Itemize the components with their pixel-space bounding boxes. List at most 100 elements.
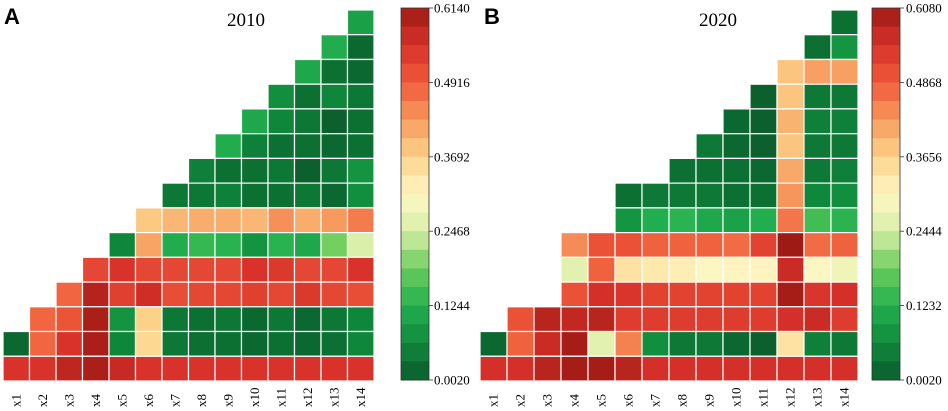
heatmap-cell [161, 306, 190, 333]
heatmap-cell [346, 9, 375, 36]
heatmap-cell [346, 34, 375, 61]
chart-title: 2020 [699, 10, 737, 31]
colorbar-tick-label: 0.2444 [906, 224, 942, 239]
heatmap-cell [587, 355, 616, 382]
heatmap-cell [749, 281, 778, 308]
colorbar-segment [401, 342, 429, 362]
heatmap-cell [560, 306, 589, 333]
colorbar-segment [872, 101, 900, 120]
colorbar-segment [401, 63, 429, 83]
panel-letter: B [484, 4, 500, 29]
colorbar-tick-label: 0.3692 [434, 149, 470, 164]
colorbar-segment [401, 156, 429, 176]
heatmap-cell [267, 355, 296, 382]
heatmap-cell [293, 133, 322, 159]
x-tick-label: x9 [220, 394, 235, 407]
colorbar-tick-label: 0.6140 [434, 1, 470, 16]
colorbar-tick-label: 0.0020 [434, 373, 470, 388]
colorbar-tick-label: 0.0020 [906, 373, 942, 388]
heatmap-cell [668, 281, 697, 308]
heatmap-cell [55, 355, 84, 382]
heatmap-cell [668, 330, 697, 357]
heatmap-cell [187, 157, 216, 184]
heatmap-cell [320, 108, 349, 135]
heatmap-cell [81, 306, 110, 333]
heatmap-cell [2, 355, 31, 382]
heatmap-cell [320, 58, 349, 85]
heatmap-cell [134, 330, 163, 357]
heatmap-cell [749, 330, 778, 357]
x-tick-label: x10 [247, 388, 262, 408]
heatmap-cell [346, 133, 375, 159]
colorbar-tick-label: 0.2468 [434, 224, 470, 239]
colorbar-segment [872, 249, 900, 269]
heatmap-cell [641, 306, 670, 333]
heatmap-cell [695, 182, 724, 209]
colorbar-tick-label: 0.6080 [906, 1, 942, 16]
heatmap-cell [320, 207, 349, 234]
heatmap-cell [722, 330, 751, 357]
heatmap-cell [695, 355, 724, 382]
heatmap-cell [134, 207, 163, 234]
heatmap-cell [161, 355, 190, 382]
x-tick-label: x12 [783, 388, 798, 408]
colorbar-segment [872, 8, 900, 27]
chart-title: 2010 [227, 10, 265, 31]
x-tick-label: x13 [810, 388, 825, 408]
heatmap-cell [641, 207, 670, 234]
heatmap-cell [641, 355, 670, 382]
heatmap-cell [240, 330, 269, 357]
heatmap-cell [240, 232, 269, 258]
colorbar-segment [401, 305, 429, 325]
colorbar-segment [872, 194, 900, 213]
x-tick-label: x10 [729, 388, 744, 408]
heatmap-cell [346, 83, 375, 110]
heatmap-cell [479, 355, 508, 382]
heatmap-cell [776, 157, 805, 184]
x-tick-label: x11 [756, 388, 771, 407]
heatmap-cell [776, 330, 805, 357]
colorbar-segment [401, 175, 429, 195]
heatmap-cell [240, 133, 269, 159]
colorbar-frame [400, 7, 430, 381]
heatmap-cell [267, 182, 296, 209]
colorbar-tick-label: 0.4916 [434, 75, 470, 90]
colorbar-segment [872, 324, 900, 344]
heatmap-cell [695, 232, 724, 258]
x-tick-label: x5 [594, 394, 609, 407]
heatmap-cell [803, 133, 832, 159]
heatmap-cell [668, 306, 697, 333]
x-tick-label: x6 [141, 394, 156, 408]
colorbar-segment [401, 324, 429, 344]
heatmap-cell [187, 232, 216, 258]
heatmap-cell [267, 256, 296, 283]
heatmap-cell [560, 256, 589, 283]
heatmap-cell [214, 133, 243, 159]
colorbar-segment [401, 82, 429, 102]
heatmap-cell [803, 256, 832, 283]
heatmap-cell [214, 306, 243, 333]
x-tick-label: x8 [675, 394, 690, 407]
colorbar-segment [872, 305, 900, 325]
heatmap-cell [293, 108, 322, 135]
heatmap-cell [668, 207, 697, 234]
x-tick-label: x7 [167, 394, 182, 408]
heatmap-cell [267, 207, 296, 234]
heatmap-cell [108, 330, 137, 357]
heatmap-cell [587, 232, 616, 258]
colorbar-segment [401, 8, 429, 27]
heatmap-cell [293, 306, 322, 333]
heatmap-cell [803, 306, 832, 333]
heatmap-cell [108, 306, 137, 333]
heatmap-cell [187, 355, 216, 382]
heatmap-cell [320, 306, 349, 333]
heatmap-cell [803, 207, 832, 234]
heatmap-cell [830, 133, 859, 159]
heatmap-cell [506, 306, 535, 333]
heatmap-cell [695, 281, 724, 308]
heatmap-cell [830, 281, 859, 308]
heatmap-cell [293, 83, 322, 110]
heatmap-cell [722, 182, 751, 209]
heatmap-cell [641, 232, 670, 258]
x-tick-label: x5 [114, 394, 129, 407]
